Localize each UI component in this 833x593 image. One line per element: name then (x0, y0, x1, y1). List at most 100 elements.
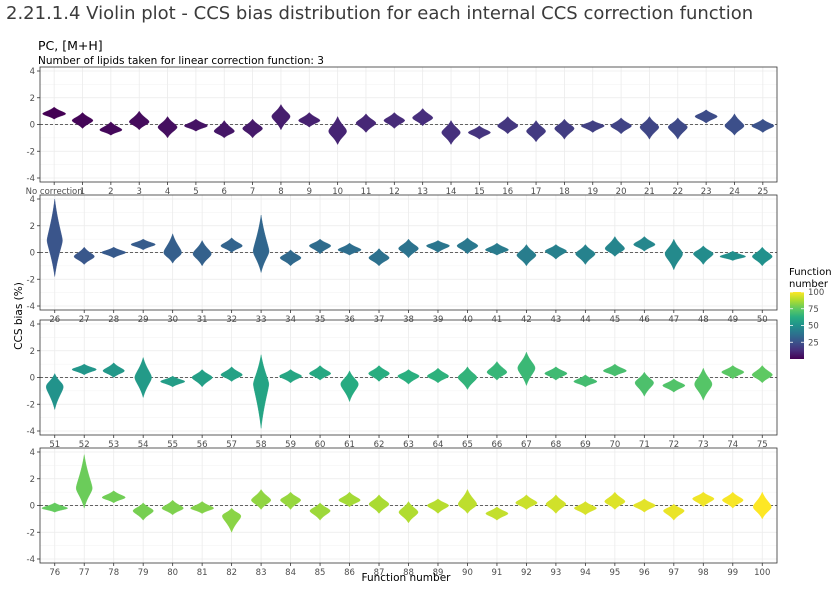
violin-59 (279, 369, 302, 384)
x-tick-label: 83 (256, 568, 267, 578)
violin-50 (752, 246, 773, 267)
x-tick-label: 95 (609, 568, 620, 578)
y-tick-label: -4 (27, 427, 35, 437)
violin-46 (633, 236, 656, 252)
x-tick-label: 84 (285, 568, 296, 578)
x-tick-label: 25 (757, 187, 768, 197)
violin-96 (633, 498, 656, 513)
violin-35 (309, 238, 331, 255)
violin-68 (544, 366, 568, 381)
x-tick-label: 16 (502, 187, 513, 197)
x-axis-label: Function number (362, 572, 452, 584)
y-tick-label: -2 (27, 147, 35, 157)
x-tick-label: 12 (389, 187, 400, 197)
violin-60 (309, 365, 331, 381)
violin-77 (75, 454, 93, 509)
x-tick-label: 77 (79, 568, 90, 578)
y-tick-label: 4 (30, 195, 35, 205)
violin-36 (337, 242, 362, 256)
violin-45 (604, 236, 625, 257)
x-tick-label: 54 (138, 440, 149, 450)
x-tick-label: 96 (639, 568, 650, 578)
violin-95 (604, 491, 626, 510)
violin-37 (368, 248, 390, 267)
violin-25 (751, 118, 775, 133)
x-tick-label: 80 (167, 568, 178, 578)
x-tick-label: 69 (580, 440, 591, 450)
panel-3: -4 -2 0 2 4 51 52 53 54 55 56 57 58 59 60 61 62 63 64 65 66 6… (27, 319, 778, 450)
y-tick-label: -2 (27, 528, 35, 538)
violin-84 (280, 491, 301, 510)
x-tick-label: 6 (222, 187, 227, 197)
panel-4: -4 -2 0 2 4 76 77 78 79 80 81 82 83 84 85 86 87 88 89 90 91 9… (27, 447, 778, 578)
x-tick-label: 7 (250, 187, 255, 197)
violin-31 (192, 239, 212, 267)
x-tick-label: 68 (550, 440, 561, 450)
x-tick-label: 2 (108, 187, 113, 197)
violin-57 (220, 366, 243, 382)
y-tick-label: -4 (27, 174, 35, 184)
violin-69 (573, 374, 598, 388)
violin-61 (340, 370, 359, 403)
violin-48 (693, 245, 714, 265)
violin-11 (355, 113, 377, 133)
x-tick-label: 65 (462, 440, 473, 450)
x-tick-label: No correction (26, 187, 83, 197)
violin-34 (279, 249, 302, 267)
x-tick-label: 73 (698, 440, 709, 450)
y-tick-label: -2 (27, 400, 35, 410)
x-tick-label: 9 (307, 187, 312, 197)
violin-80 (161, 499, 184, 516)
x-tick-label: 11 (361, 187, 372, 197)
x-tick-label: 17 (531, 187, 542, 197)
x-tick-label: 14 (446, 187, 457, 197)
y-tick-label: 0 (30, 502, 35, 512)
x-tick-label: 13 (417, 187, 428, 197)
violin-76 (41, 502, 68, 513)
x-tick-label: 4 (165, 187, 170, 197)
violin-98 (692, 491, 715, 508)
violin-44 (575, 244, 596, 265)
violin-10 (328, 115, 347, 146)
violin-56 (191, 369, 213, 388)
x-tick-label: 53 (108, 440, 119, 450)
violin-82 (222, 507, 242, 533)
violin-22 (668, 117, 688, 140)
violin-5 (184, 118, 208, 132)
x-tick-label: 70 (609, 440, 620, 450)
violin-66 (486, 361, 508, 381)
violin-23 (694, 109, 718, 124)
x-tick-label: 72 (668, 440, 679, 450)
x-tick-label: 57 (226, 440, 237, 450)
x-tick-label: 19 (587, 187, 598, 197)
violin-49 (719, 250, 746, 261)
violin-24 (724, 113, 745, 136)
y-tick-label: 2 (30, 347, 35, 357)
x-tick-label: 51 (49, 440, 60, 450)
violin-91 (485, 506, 509, 521)
y-tick-label: 2 (30, 475, 35, 485)
x-tick-label: 91 (492, 568, 503, 578)
violin-54 (134, 356, 152, 399)
violin-3 (129, 110, 150, 131)
legend-title-line1: Function (789, 267, 832, 278)
violin-85 (309, 502, 331, 521)
x-tick-label: 98 (698, 568, 709, 578)
page-heading: 2.21.1.4 Violin plot - CCS bias distribu… (6, 3, 754, 24)
violin-39 (426, 240, 450, 253)
violin-70 (603, 363, 627, 377)
y-tick-label: 4 (30, 448, 35, 458)
violin-12 (383, 112, 405, 129)
y-tick-label: 0 (30, 121, 35, 131)
x-tick-label: 67 (521, 440, 532, 450)
legend-tick-label: 25 (808, 338, 819, 348)
y-tick-label: 0 (30, 374, 35, 384)
violin-14 (441, 120, 461, 146)
x-tick-label: 99 (727, 568, 738, 578)
x-tick-label: 24 (729, 187, 740, 197)
violin-26 (46, 198, 63, 277)
y-axis-label: CCS bias (%) (13, 282, 25, 350)
x-tick-label: 60 (315, 440, 326, 450)
y-tick-label: 2 (30, 94, 35, 104)
